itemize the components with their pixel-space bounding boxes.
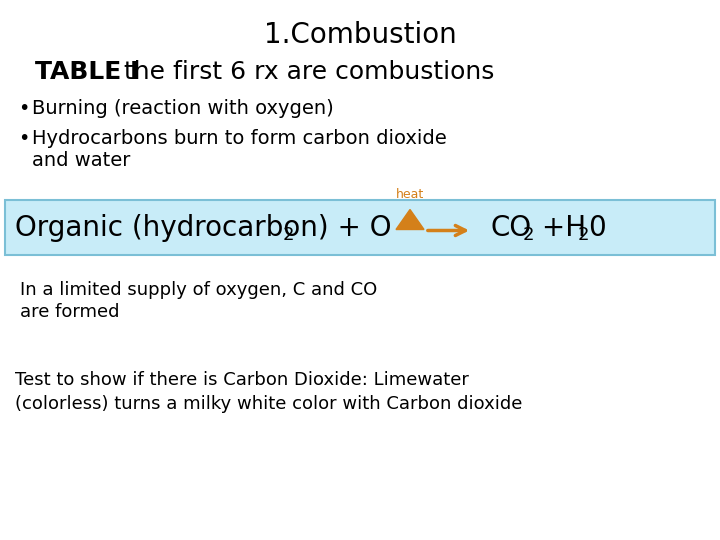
Text: 2: 2 <box>523 226 534 244</box>
Text: 2: 2 <box>283 226 294 244</box>
Text: •: • <box>18 98 30 118</box>
Text: are formed: are formed <box>20 303 120 321</box>
Text: +H: +H <box>533 213 586 241</box>
Text: Burning (reaction with oxygen): Burning (reaction with oxygen) <box>32 98 334 118</box>
Text: Organic (hydrocarbon) + O: Organic (hydrocarbon) + O <box>15 213 392 241</box>
Text: In a limited supply of oxygen, C and CO: In a limited supply of oxygen, C and CO <box>20 281 377 299</box>
Polygon shape <box>396 210 424 230</box>
Text: Test to show if there is Carbon Dioxide: Limewater: Test to show if there is Carbon Dioxide:… <box>15 371 469 389</box>
Text: 2: 2 <box>578 226 590 244</box>
Text: CO: CO <box>490 213 531 241</box>
Text: the first 6 rx are combustions: the first 6 rx are combustions <box>108 60 495 84</box>
Text: heat: heat <box>396 187 424 200</box>
Text: TABLE I: TABLE I <box>35 60 139 84</box>
Text: 0: 0 <box>588 213 606 241</box>
Text: •: • <box>18 129 30 147</box>
Text: (colorless) turns a milky white color with Carbon dioxide: (colorless) turns a milky white color wi… <box>15 395 523 413</box>
Text: Hydrocarbons burn to form carbon dioxide: Hydrocarbons burn to form carbon dioxide <box>32 129 446 147</box>
Text: and water: and water <box>32 151 130 170</box>
Text: 1.Combustion: 1.Combustion <box>264 21 456 49</box>
FancyBboxPatch shape <box>5 200 715 255</box>
